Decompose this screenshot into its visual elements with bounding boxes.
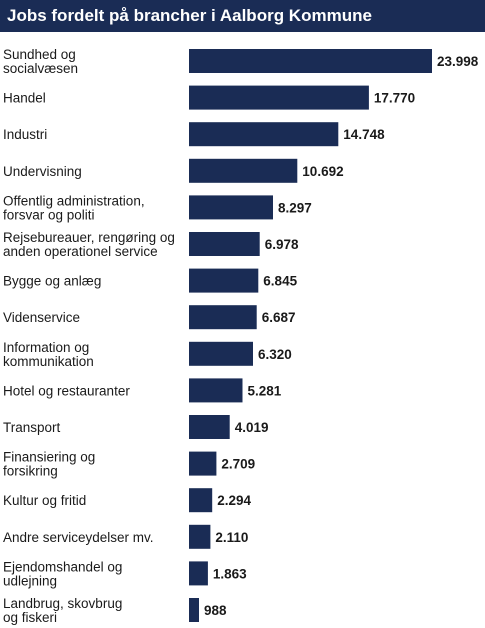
bar (189, 85, 369, 110)
bar (189, 49, 432, 73)
category-label: Finansiering og (3, 450, 95, 465)
category-label: Sundhed og (3, 47, 76, 62)
category-label: anden operationel service (3, 244, 158, 259)
bar (189, 195, 273, 220)
category-label: Information og (3, 340, 89, 355)
value-label: 6.978 (265, 237, 299, 252)
category-label: Offentlig administration, (3, 193, 145, 208)
bar (189, 415, 230, 439)
value-label: 5.281 (248, 383, 282, 398)
category-label: forsikring (3, 464, 58, 479)
value-label: 1.863 (213, 566, 247, 581)
bar (189, 122, 339, 147)
value-label: 8.297 (278, 200, 312, 215)
bar (189, 451, 217, 476)
value-label: 14.748 (343, 127, 385, 142)
bar (189, 268, 259, 293)
value-label: 6.687 (262, 310, 296, 325)
category-label: forsvar og politi (3, 207, 95, 222)
bar (189, 561, 208, 586)
value-label: 988 (204, 603, 227, 618)
value-label: 2.294 (217, 493, 251, 508)
category-label: udlejning (3, 573, 57, 588)
value-label: 17.770 (374, 91, 415, 106)
category-label: Landbrug, skovbrug (3, 596, 122, 611)
category-label: Transport (3, 420, 61, 435)
category-label: Hotel og restauranter (3, 383, 130, 398)
value-label: 2.709 (221, 457, 255, 472)
bar (189, 378, 243, 403)
bar (189, 232, 260, 256)
value-label: 6.320 (258, 347, 292, 362)
category-label: og fiskeri (3, 610, 57, 625)
bar (189, 158, 298, 183)
category-label: Bygge og anlæg (3, 274, 101, 289)
category-label: Undervisning (3, 164, 82, 179)
bar (189, 524, 211, 549)
value-label: 6.845 (263, 274, 297, 289)
chart-title: Jobs fordelt på brancher i Aalborg Kommu… (7, 6, 372, 25)
value-label: 10.692 (302, 164, 343, 179)
category-label: Industri (3, 127, 47, 142)
category-label: Handel (3, 91, 46, 106)
value-label: 4.019 (235, 420, 269, 435)
value-label: 2.110 (215, 530, 248, 545)
bar (189, 488, 213, 513)
category-label: Andre serviceydelser mv. (3, 530, 154, 545)
category-label: socialvæsen (3, 61, 78, 76)
category-label: Rejsebureauer, rengøring og (3, 230, 175, 245)
value-label: 23.998 (437, 54, 479, 69)
chart-title-bar: Jobs fordelt på brancher i Aalborg Kommu… (0, 0, 485, 32)
bar (189, 305, 257, 330)
category-label: Videnservice (3, 310, 80, 325)
category-label: kommunikation (3, 354, 94, 369)
bar (189, 598, 199, 622)
bar (189, 341, 253, 366)
category-label: Kultur og fritid (3, 493, 86, 508)
category-label: Ejendomshandel og (3, 559, 122, 574)
